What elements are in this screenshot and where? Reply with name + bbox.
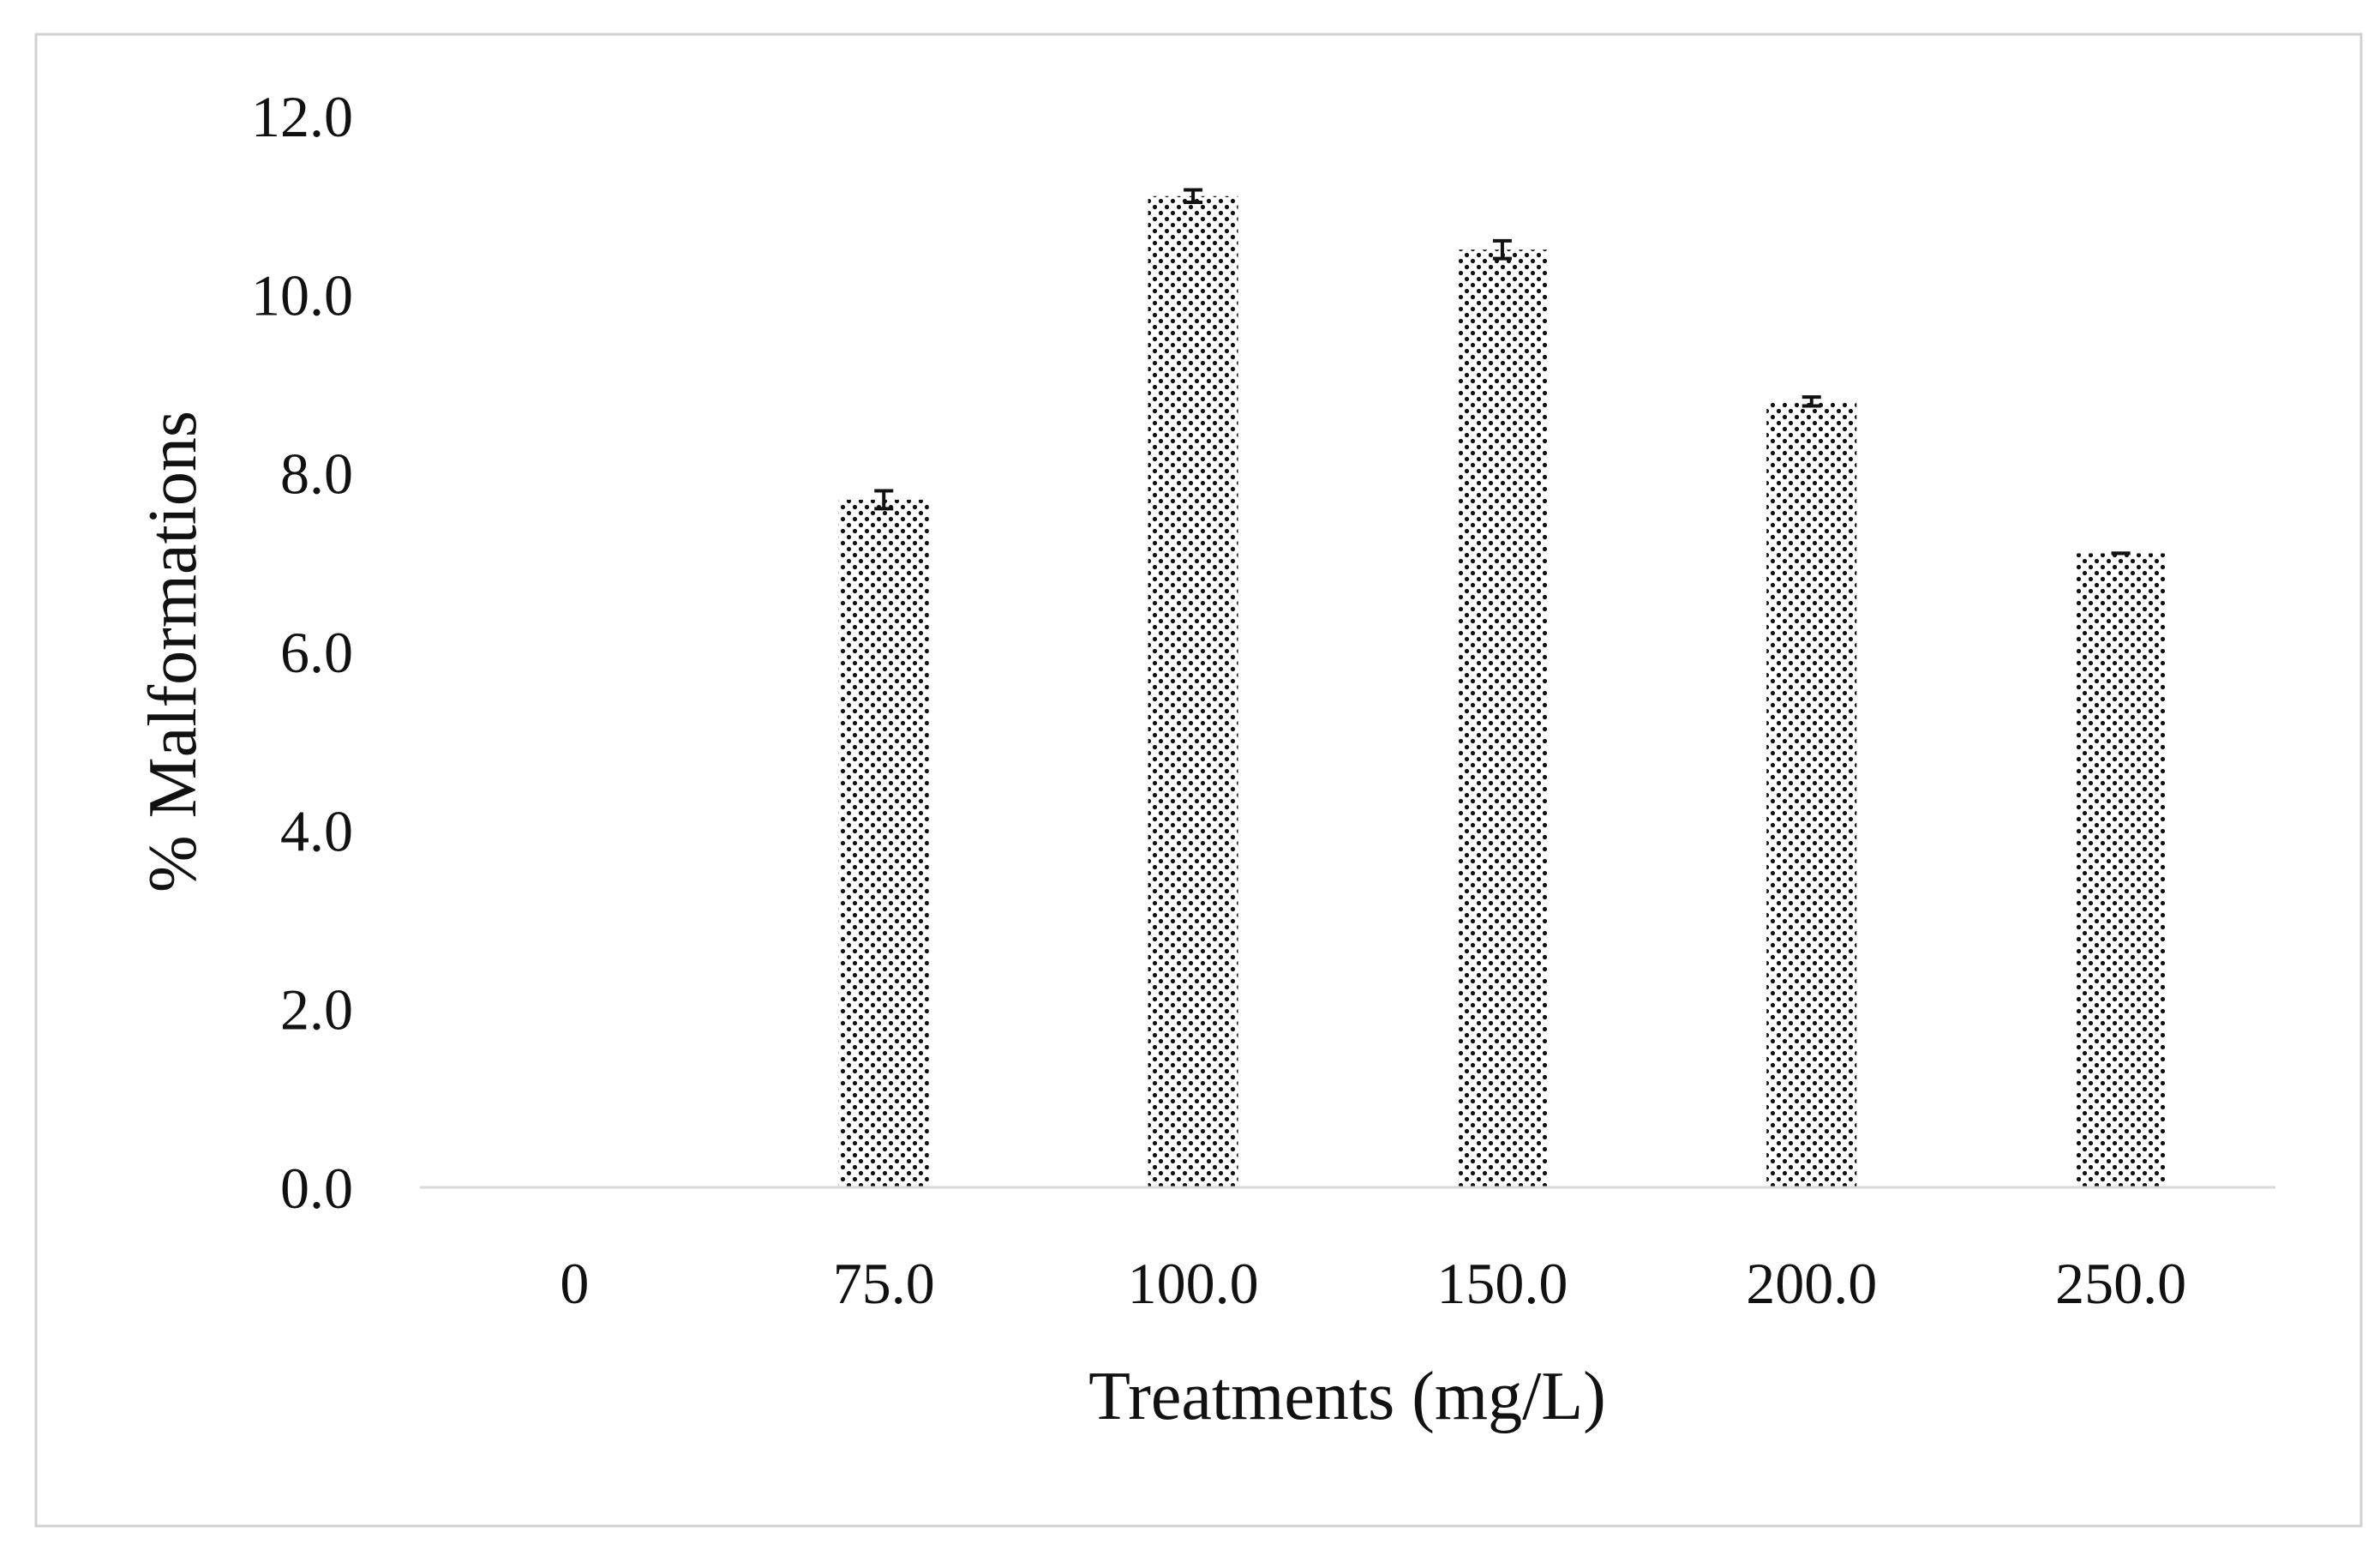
error-bar [874,489,894,511]
x-tick-label: 150.0 [1436,1251,1568,1316]
x-tick-label: 75.0 [833,1251,935,1316]
bar [1766,401,1857,1187]
bar [1457,249,1548,1187]
x-tick-label: 200.0 [1746,1251,1877,1316]
y-tick-label: 2.0 [280,977,353,1042]
bars-group [838,195,2167,1187]
error-bar [1801,395,1821,408]
y-tick-label: 6.0 [280,620,353,685]
y-axis-ticks: 0.0 2.0 4.0 6.0 8.0 10.0 12.0 [251,84,353,1221]
x-axis-ticks: 0 75.0 100.0 150.0 200.0 250.0 [560,1251,2186,1316]
x-tick-label: 100.0 [1128,1251,1259,1316]
error-bars-group [874,188,2131,556]
error-bar [1492,238,1512,261]
bar [838,499,929,1187]
bar [1148,195,1238,1187]
y-tick-label: 0.0 [280,1156,353,1221]
y-tick-label: 12.0 [251,84,353,149]
bar [2076,553,2167,1187]
error-bar [1184,188,1203,205]
y-tick-label: 4.0 [280,798,353,863]
x-axis-title: Treatments (mg/L) [1088,1359,1606,1434]
y-axis-title: % Malformations [135,411,211,892]
y-tick-label: 10.0 [251,262,353,327]
y-tick-label: 8.0 [280,442,353,507]
x-tick-label: 250.0 [2055,1251,2186,1316]
x-tick-label: 0 [560,1251,589,1316]
